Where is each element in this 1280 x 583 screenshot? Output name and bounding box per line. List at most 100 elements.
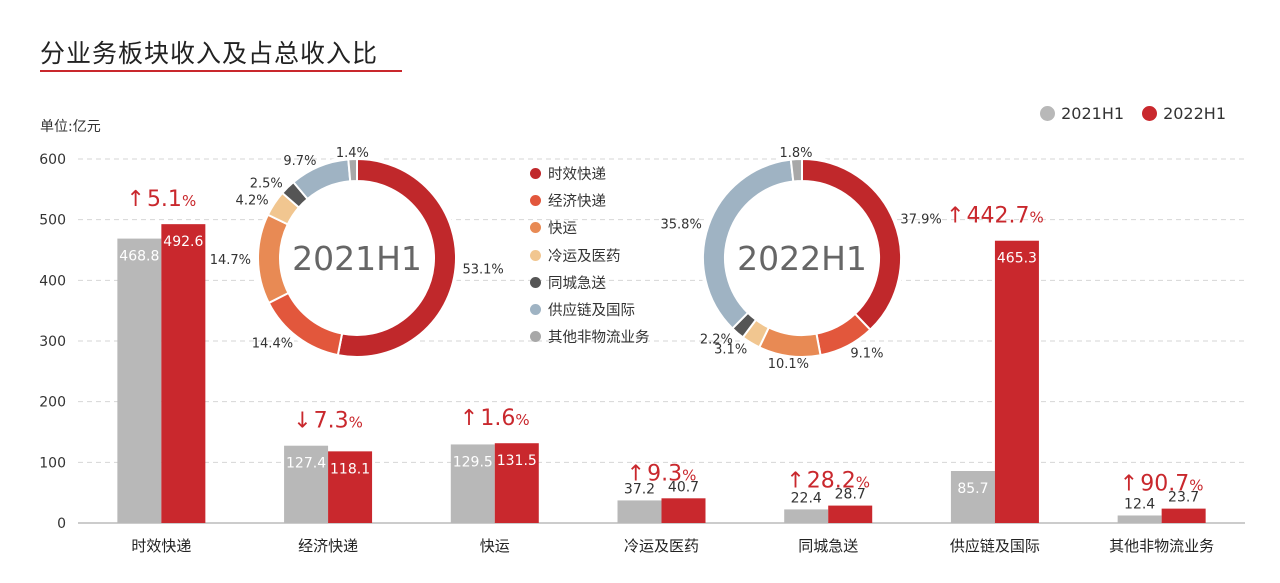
growth-unit: % [182,192,196,210]
growth-arrow: ↑ [127,187,145,212]
donut-slice-label: 37.9% [900,213,941,228]
x-category-label: 时效快递 [131,537,191,555]
growth-arrow: ↑ [460,406,478,431]
donut-2021h1: 53.1% 14.4% 14.7% 4.2% 2.5%9.7% 1.4% 2021H1 [210,146,504,360]
legend-item-2021h1: 2021H1 [1040,104,1124,123]
growth-arrow: ↑ [946,204,964,229]
bar-2022h1 [661,498,706,523]
y-tick-label: 200 [39,395,66,411]
bar-2022h1 [994,240,1039,523]
donut-backdrop [700,156,904,360]
donut-center-label: 2022H1 [737,239,867,278]
bar-2021h1 [950,471,995,523]
pie-legend-label: 同城急送 [548,275,606,292]
bar-value-label: 492.6 [163,234,203,250]
pie-legend-label: 时效快递 [548,167,606,184]
x-category-label: 冷运及医药 [624,537,699,555]
growth-unit: % [349,414,363,432]
growth-arrow: ↑ [1120,472,1138,497]
growth-value: 442.7 [967,204,1030,229]
growth-value: 5.1 [147,187,182,212]
growth-annotation: ↓7.3% [293,409,363,434]
y-tick-label: 400 [39,273,66,289]
pie-legend-item: 供应链及国际 [530,296,650,323]
pie-legend-dot [530,195,541,207]
donut-slice-label: 9.1% [850,346,883,361]
donut-slice-label: 4.2% [236,194,269,209]
donut-slice-label: 2.2% [700,332,733,347]
pie-legend-item: 同城急送 [530,269,650,296]
growth-arrow: ↑ [627,461,645,486]
bar-value-label: 131.5 [497,453,537,469]
pie-legend-dot [530,331,541,343]
growth-unit: % [856,474,870,492]
donut-slice-label: 1.4% [336,146,369,161]
unit-label: 单位:亿元 [40,119,101,135]
title-underline [40,70,402,72]
legend-dot-2022h1 [1142,106,1158,121]
growth-value: 7.3 [314,409,349,434]
donut-backdrop [255,156,459,360]
bar-value-label: 129.5 [453,454,493,470]
donut-2022h1: 37.9% 9.1% 10.1% 3.1%2.2% 35.8% 1.8% 2022H1 [661,146,942,372]
pie-legend-label: 经济快递 [548,194,606,211]
pie-legend-label: 快运 [548,221,577,238]
growth-annotation: ↑1.6% [460,406,530,431]
pie-legend: 时效快递 经济快递 快运 冷运及医药 同城急送 供应链及国际 其他非物流业务 [530,160,650,350]
bar-value-label: 40.7 [668,479,699,495]
pie-legend-label: 冷运及医药 [548,248,621,265]
bar-2022h1 [328,451,373,523]
bar-2021h1 [284,445,329,523]
donut-slice-label: 14.4% [252,337,293,352]
bar-value-label: 12.4 [1124,496,1155,512]
legend-label-2021h1: 2021H1 [1061,104,1125,123]
growth-value: 90.7 [1140,472,1189,497]
growth-unit: % [682,466,696,484]
pie-legend-item: 冷运及医药 [530,242,650,269]
legend-label-2022h1: 2022H1 [1163,104,1226,123]
growth-value: 28.2 [807,469,856,494]
y-tick-label: 500 [39,213,66,229]
pie-legend-label: 供应链及国际 [548,303,635,320]
donut-center-label: 2021H1 [292,239,422,278]
bar-value-label: 127.4 [286,456,326,472]
bar-2021h1 [617,500,662,523]
donut-slice-label: 2.5% [250,176,283,191]
donut-slice-label: 10.1% [768,357,809,372]
x-category-label: 其他非物流业务 [1109,537,1214,555]
bar-2021h1 [1117,515,1162,523]
bar-2022h1 [828,505,873,523]
bar-2021h1 [117,238,162,523]
donut-slice-label: 35.8% [661,217,702,232]
bar-value-label: 23.7 [1168,490,1199,506]
x-category-label: 同城急送 [798,537,858,555]
bar-value-label: 85.7 [957,481,988,497]
donut-slice [347,157,358,183]
x-category-label: 供应链及国际 [950,537,1040,555]
pie-legend-dot [530,276,541,288]
bar-2022h1 [494,443,539,523]
pie-legend-item: 时效快递 [530,160,650,187]
pie-legend-dot [530,304,541,316]
donut-slice-label: 3.1% [714,343,747,358]
growth-unit: % [515,411,529,429]
bar-2022h1 [161,224,206,523]
y-tick-label: 600 [39,152,66,168]
growth-annotation: ↑90.7% [1120,472,1204,497]
growth-arrow: ↑ [786,469,804,494]
growth-unit: % [1189,477,1203,495]
bar-legend: 2021H1 2022H1 [1040,104,1226,123]
growth-unit: % [1030,209,1044,227]
y-tick-label: 0 [57,516,66,532]
y-tick-label: 100 [39,455,66,471]
donut-slice-label: 53.1% [462,262,503,277]
donut-slice-label: 14.7% [210,253,251,268]
bar-value-label: 465.3 [997,251,1037,267]
donut-slice [789,157,803,183]
pie-legend-dot [530,222,541,234]
legend-dot-2021h1 [1040,106,1056,121]
growth-arrow: ↓ [293,409,311,434]
donut-slice-label: 1.8% [779,146,812,161]
pie-legend-dot [530,168,541,180]
pie-legend-item: 快运 [530,214,650,241]
